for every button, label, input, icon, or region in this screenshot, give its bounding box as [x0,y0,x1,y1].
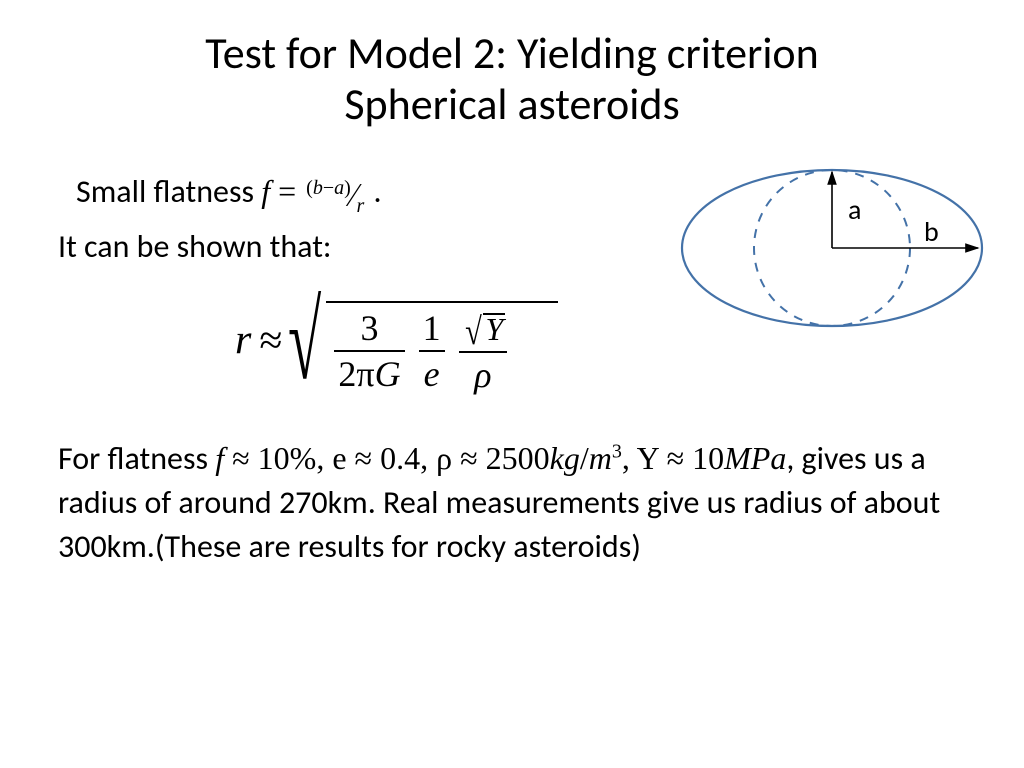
title-line-1: Test for Model 2: Yielding criterion [205,26,819,80]
flatness-definition: Small flatness f = (b−a)⁄r . [58,172,658,213]
equals-sign: = [270,173,304,209]
eq-sqrt-Y: √Y [463,309,504,347]
flatness-fraction: (b−a)⁄r [306,175,364,213]
period: . [366,172,381,211]
eq-var-r: r [235,318,251,364]
eq-frac-2: 1 e [419,310,445,392]
eq-approx: ≈ [251,318,290,364]
eq-frac-3: √Y ρ [459,309,508,393]
diagram-label-b: b [924,214,939,249]
result-paragraph: For flatness f ≈ 10%, e ≈ 0.4, ρ ≈ 2500k… [58,436,968,569]
text-it-can-be-shown: It can be shown that: [58,227,658,266]
diagram-label-a: a [848,192,861,227]
eq-outer-sqrt: √ 3 2πG 1 e √Y ρ [298,295,507,393]
slide-title: Test for Model 2: Yielding criterion Sph… [0,0,1024,129]
var-f: f [261,173,270,209]
intro-block: Small flatness f = (b−a)⁄r . It can be s… [58,172,658,266]
main-equation: r≈ √ 3 2πG 1 e √Y ρ [235,295,507,393]
ellipse-diagram: a b [672,158,992,338]
title-line-2: Spherical asteroids [344,77,679,131]
text-small-flatness: Small flatness [76,172,261,211]
eq-frac-1: 3 2πG [334,310,404,392]
